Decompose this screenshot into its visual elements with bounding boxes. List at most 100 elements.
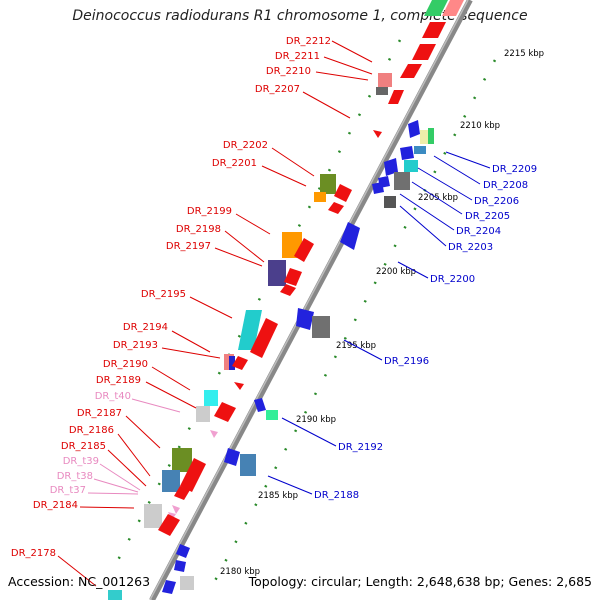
leader-line xyxy=(331,40,373,63)
gene-block xyxy=(314,192,326,202)
leader-line xyxy=(125,415,161,449)
gene-block xyxy=(172,505,180,514)
gene-label: DR_2197 xyxy=(166,241,211,252)
gene-block xyxy=(254,398,266,412)
tick-label: 2190 kbp xyxy=(296,415,336,425)
gene-label: DR_2195 xyxy=(141,289,186,300)
gene-label: DR_2178 xyxy=(11,548,56,559)
gene-block xyxy=(174,560,186,572)
gene-block xyxy=(312,316,330,338)
gene-block xyxy=(328,202,344,214)
gene-label: DR_2205 xyxy=(465,211,510,222)
gene-label: DR_2190 xyxy=(103,359,148,370)
gene-block xyxy=(176,544,190,558)
map-title: Deinococcus radiodurans R1 chromosome 1,… xyxy=(72,8,528,24)
gene-label: DR_2184 xyxy=(33,500,78,511)
leader-line xyxy=(99,463,141,491)
left-leader-lines xyxy=(57,40,373,587)
gene-block xyxy=(334,184,352,202)
gene-label: DR_2210 xyxy=(266,66,311,77)
gene-block xyxy=(250,318,278,358)
gene-block xyxy=(428,128,434,144)
gene-block xyxy=(108,590,122,600)
leader-line xyxy=(189,296,233,319)
gene-block xyxy=(234,382,244,390)
gene-label: DR_2185 xyxy=(61,441,106,452)
leader-line xyxy=(323,56,373,75)
leader-line xyxy=(151,366,191,391)
leader-line xyxy=(271,147,315,177)
gene-label: DR_2207 xyxy=(255,84,300,95)
gene-block xyxy=(266,410,278,420)
gene-label: DR_2201 xyxy=(212,158,257,169)
gene-block xyxy=(384,158,398,176)
gene-label: DR_2186 xyxy=(69,425,114,436)
accession-label: Accession: NC_001263 xyxy=(8,574,151,589)
tick-label: 2180 kbp xyxy=(220,567,260,577)
gene-block xyxy=(180,458,206,492)
gene-label: DR_2208 xyxy=(483,180,528,191)
gene-block xyxy=(296,308,314,330)
left-gene-labels: DR_2212 DR_2211 DR_2210 DR_2207 DR_2202 … xyxy=(11,36,331,559)
gene-label: DR_2192 xyxy=(338,442,383,453)
gene-block xyxy=(376,87,388,95)
gene-block xyxy=(232,356,248,370)
gene-block xyxy=(240,454,256,476)
leader-line xyxy=(411,181,463,215)
gene-block xyxy=(280,284,296,296)
gene-label: DR_t39 xyxy=(63,456,99,467)
leader-line xyxy=(79,506,135,509)
gene-block xyxy=(373,130,382,138)
leader-line xyxy=(107,449,147,487)
gene-block xyxy=(224,448,240,466)
gene-block xyxy=(400,146,414,160)
gene-block xyxy=(158,514,180,536)
gene-label: DR_2199 xyxy=(187,206,232,217)
gene-block xyxy=(229,356,235,370)
gene-block xyxy=(320,174,336,194)
gene-label: DR_2188 xyxy=(314,490,359,501)
topology-summary: Topology: circular; Length: 2,648,638 bp… xyxy=(248,574,592,589)
leader-line xyxy=(261,165,307,187)
gene-block xyxy=(214,402,236,422)
gene-block xyxy=(424,0,448,16)
gene-block xyxy=(340,222,360,250)
leader-line xyxy=(214,247,263,267)
gene-label: DR_2200 xyxy=(430,274,475,285)
gene-block xyxy=(268,260,286,286)
leader-line xyxy=(161,347,221,359)
gene-block xyxy=(408,120,420,138)
gene-block xyxy=(442,0,464,16)
gene-block xyxy=(384,196,396,208)
gene-block xyxy=(162,470,180,492)
leader-line xyxy=(117,433,151,477)
gene-block xyxy=(144,504,162,528)
gene-label: DR_2193 xyxy=(113,340,158,351)
gene-block xyxy=(210,430,218,438)
leader-line xyxy=(235,213,271,235)
gene-block xyxy=(422,22,446,38)
gene-block xyxy=(284,268,302,286)
backbone-highlight xyxy=(149,0,469,600)
leader-line xyxy=(343,339,383,361)
gene-block xyxy=(404,160,418,172)
gene-label: DR_2198 xyxy=(176,224,221,235)
gene-block xyxy=(196,406,210,422)
gene-label: DR_2202 xyxy=(223,140,268,151)
gene-block xyxy=(388,90,404,104)
gene-block xyxy=(162,580,176,594)
gene-block xyxy=(378,73,392,87)
gene-block xyxy=(412,44,436,60)
gene-label: DR_2203 xyxy=(448,242,493,253)
gene-label: DR_2204 xyxy=(456,226,501,237)
reverse-genes xyxy=(162,120,434,594)
gene-label: DR_2187 xyxy=(77,408,122,419)
gene-label: DR_2194 xyxy=(123,322,168,333)
tick-label: 2215 kbp xyxy=(504,49,544,59)
right-leader-lines xyxy=(267,151,491,495)
gene-label: DR_t37 xyxy=(50,485,86,496)
gene-block xyxy=(400,64,422,78)
kbp-ticks: 2215 kbp 2210 kbp 2205 kbp 2200 kbp 2195… xyxy=(220,49,544,577)
gene-block xyxy=(180,576,194,590)
